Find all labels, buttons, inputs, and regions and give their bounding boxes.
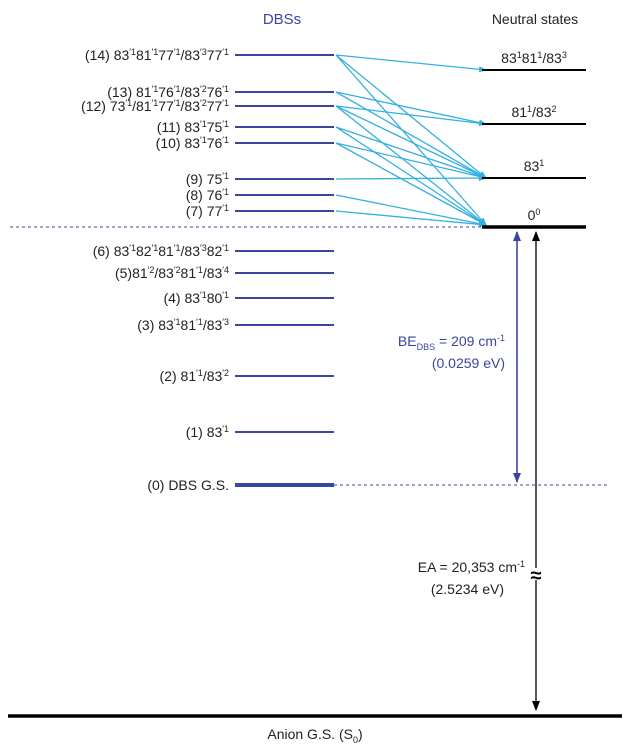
transition-arrow-14-n1 (335, 54, 487, 179)
dbs-level-12-label: (12) 73′1/81′177′1/83′277′1 (81, 98, 229, 114)
axis-break-gap (530, 568, 542, 580)
anion-ground-state-label: Anion G.S. (S0) (267, 726, 362, 745)
neutral-states-header: Neutral states (492, 11, 578, 27)
transition-arrow-13-n1 (335, 91, 487, 179)
neutral-level-n2-label: 811/832 (511, 104, 556, 120)
transition-arrow-7-n0 (335, 210, 487, 228)
dbs-level-9-label: (9) 75′1 (186, 171, 229, 187)
neutral-levels: 831811/833 811/832 831 00 (482, 50, 586, 229)
dbs-level-5-label: (5)81′2/83′281′1/83′4 (115, 265, 229, 281)
be-dbs-ev: (0.0259 eV) (432, 355, 505, 371)
transition-arrow-8-n0 (335, 194, 487, 227)
transition-arrow-13-n2 (335, 91, 487, 126)
transition-arrow-9-n1 (335, 175, 487, 182)
dbs-header: DBSs (263, 11, 301, 28)
transition-arrow-12-n2 (335, 105, 487, 127)
neutral-level-n1-label: 831 (524, 158, 545, 174)
transition-arrow-12-n1 (335, 105, 487, 179)
dbs-level-13-label: (13) 81′176′1/83′276′1 (107, 84, 229, 100)
ea-ev: (2.5234 eV) (431, 581, 504, 597)
transition-arrow-10-n0 (335, 142, 487, 226)
transition-arrow-11-n1 (335, 126, 487, 179)
dbs-level-1-label: (1) 83′1 (186, 424, 229, 440)
neutral-level-n3-label: 831811/833 (501, 50, 567, 66)
neutral-level-n0-label: 00 (528, 207, 541, 223)
dbs-level-8-label: (8) 76′1 (186, 187, 229, 203)
transition-arrow-14-n0 (335, 54, 487, 226)
be-dbs-label: BEDBS = 209 cm-1 (398, 333, 505, 352)
transition-arrow-12-n0 (335, 105, 487, 226)
transition-arrow-14-n3 (335, 54, 487, 73)
dbs-level-6-label: (6) 83′182′181′1/83′382′1 (93, 243, 229, 259)
dbs-level-10-label: (10) 83′176′1 (156, 135, 229, 151)
dbs-level-3-label: (3) 83′181′1/83′3 (137, 317, 229, 333)
dbs-level-11-label: (11) 83′175′1 (157, 119, 229, 135)
axis-break-symbol: ≈ (531, 565, 542, 587)
dbs-level-4-label: (4) 83′180′1 (163, 290, 229, 306)
dbs-level-0-label: (0) DBS G.S. (147, 477, 229, 493)
transition-arrow-10-n1 (335, 142, 487, 180)
dbs-level-2-label: (2) 81′1/83′2 (160, 368, 229, 384)
transition-arrow-11-n0 (335, 126, 487, 226)
dbs-level-14-label: (14) 83′181′177′1/83′377′1 (85, 47, 229, 63)
transition-arrows (335, 54, 487, 228)
dbs-levels: (14) 83′181′177′1/83′377′1 (13) 81′176′1/… (81, 47, 334, 493)
dbs-level-7-label: (7) 77′1 (186, 203, 229, 219)
ea-label: EA = 20,353 cm-1 (418, 559, 525, 575)
